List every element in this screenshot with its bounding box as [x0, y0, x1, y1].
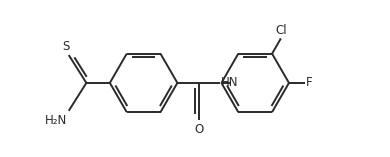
Text: F: F [306, 76, 313, 89]
Text: S: S [63, 40, 70, 53]
Text: Cl: Cl [275, 24, 287, 37]
Text: HN: HN [220, 76, 238, 89]
Text: O: O [194, 123, 204, 136]
Text: H₂N: H₂N [45, 114, 67, 127]
